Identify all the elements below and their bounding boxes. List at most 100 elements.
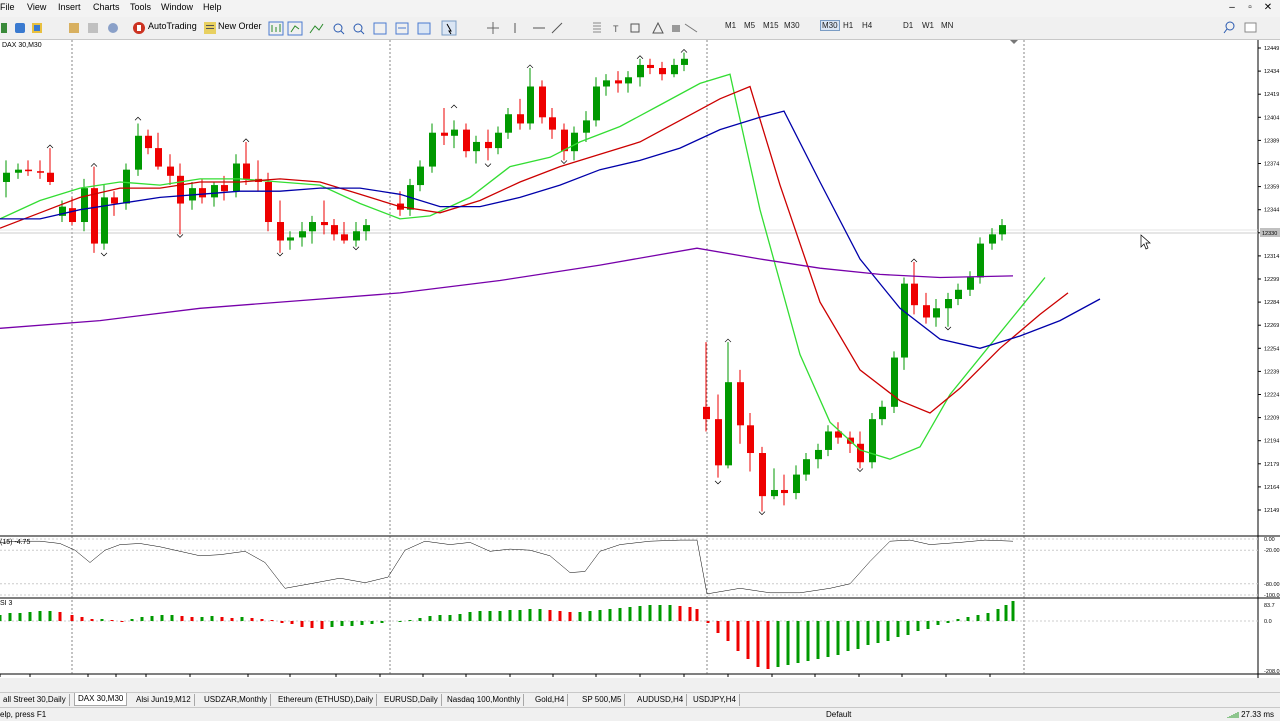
candle-body xyxy=(211,185,218,198)
chart-tab[interactable]: USDJPY,H4 xyxy=(690,694,740,706)
chart-tab[interactable]: Ethereum (ETHUSD),Daily xyxy=(275,694,378,706)
histogram-bar xyxy=(756,621,760,667)
histogram-bar xyxy=(736,621,740,651)
histogram-bar xyxy=(786,621,790,665)
price-chart[interactable]: 12449 12434 12419 12404 12389 12374 12359 12344… xyxy=(0,40,1280,678)
candle-body xyxy=(615,80,622,84)
menu-charts[interactable]: Charts xyxy=(93,2,120,12)
histogram-bar xyxy=(408,620,412,621)
candle-body xyxy=(441,132,448,136)
timeframe-w1[interactable]: W1 xyxy=(922,21,934,30)
candle-body xyxy=(625,77,632,84)
histogram-bar xyxy=(706,621,710,623)
histogram-bar xyxy=(260,619,264,621)
candle-body xyxy=(571,132,578,152)
candle-body xyxy=(659,68,666,75)
fractal-up xyxy=(910,258,918,263)
timeframe-h4[interactable]: H4 xyxy=(862,21,873,30)
fractal-down xyxy=(484,163,492,168)
histogram-bar xyxy=(240,617,244,621)
ind2-level-label: -208.0 xyxy=(1264,669,1280,675)
menu-file[interactable]: File xyxy=(0,2,15,12)
candle-body xyxy=(25,169,32,172)
status-help-text: elp, press F1 xyxy=(0,710,47,719)
status-bar: elp, press F1 Default 27.33 ms xyxy=(0,707,1280,721)
histogram-bar xyxy=(140,617,144,621)
menu-view[interactable]: View xyxy=(27,2,47,12)
y-tick-label: 12344 xyxy=(1264,208,1279,214)
candle-body xyxy=(485,141,492,149)
indicator2-label: SI 3 xyxy=(0,600,13,607)
timeframe-d1[interactable]: D1 xyxy=(903,21,914,30)
new-order-icon[interactable] xyxy=(203,20,217,36)
fractal-up xyxy=(46,144,54,149)
status-traffic: 27.33 ms xyxy=(1227,710,1274,719)
candle-body xyxy=(933,308,940,318)
candle-body xyxy=(737,382,744,426)
chat-icon[interactable] xyxy=(1244,20,1258,36)
histogram-bar xyxy=(926,621,930,629)
edit-tools-icon[interactable] xyxy=(68,20,124,36)
chart-tools-icon[interactable] xyxy=(268,20,458,36)
ma-medium xyxy=(0,85,1069,414)
symbol-label: DAX 30,M30 xyxy=(2,42,42,49)
histogram-bar xyxy=(130,619,134,621)
chart-area[interactable]: 12449 12434 12419 12404 12389 12374 12359 12344… xyxy=(0,40,1280,678)
file-tools-icon[interactable] xyxy=(0,20,64,36)
histogram-bar xyxy=(418,618,422,621)
fractal-down xyxy=(714,480,722,485)
search-icon[interactable] xyxy=(1222,20,1236,36)
candle-body xyxy=(637,64,644,78)
menu-insert[interactable]: Insert xyxy=(58,2,81,12)
histogram-bar xyxy=(250,618,254,621)
histogram-bar xyxy=(170,615,174,621)
candle-body xyxy=(287,237,294,241)
chart-tab[interactable]: Gold,H4 xyxy=(532,694,569,706)
close-icon[interactable]: ✕ xyxy=(1263,2,1273,13)
autotrading-button[interactable]: AutoTrading xyxy=(148,21,197,31)
timeframe-m1[interactable]: M1 xyxy=(725,21,737,30)
histogram-bar xyxy=(766,621,770,669)
traffic-value: 27.33 ms xyxy=(1241,710,1274,719)
histogram-bar xyxy=(886,621,890,641)
histogram-bar xyxy=(180,616,184,621)
histogram-bar xyxy=(300,621,304,627)
histogram-bar xyxy=(468,612,472,621)
histogram-bar xyxy=(746,621,750,659)
restore-icon[interactable]: ▫ xyxy=(1248,2,1252,13)
candle-body xyxy=(681,58,688,65)
histogram-bar xyxy=(618,608,622,621)
histogram-bar xyxy=(866,621,870,645)
histogram-bar xyxy=(906,621,910,635)
chart-tab[interactable]: AUDUSD,H4 xyxy=(634,694,688,706)
timeframe-h1b[interactable]: H1 xyxy=(843,21,854,30)
chart-tab[interactable]: EURUSD,Daily xyxy=(381,694,442,706)
drawing-tools-icon[interactable]: T xyxy=(485,20,713,36)
autotrading-icon[interactable] xyxy=(132,20,146,36)
candle-body xyxy=(277,222,284,241)
timeframe-h1[interactable]: M30 xyxy=(820,20,840,31)
chart-tab[interactable]: all Street 30,Daily xyxy=(0,694,70,706)
y-tick-label: 12224 xyxy=(1264,393,1279,399)
histogram-bar xyxy=(310,621,314,628)
menu-window[interactable]: Window xyxy=(161,2,194,12)
timeframe-m5[interactable]: M5 xyxy=(744,21,756,30)
chart-tab[interactable]: Nasdaq 100,Monthly xyxy=(444,694,525,706)
new-order-button[interactable]: New Order xyxy=(218,21,262,31)
candle-body xyxy=(363,225,370,232)
histogram-bar xyxy=(428,616,432,621)
timeframe-m15[interactable]: M15 xyxy=(763,21,779,30)
histogram-bar xyxy=(578,612,582,621)
chart-tab[interactable]: USDZAR,Monthly xyxy=(201,694,272,706)
chart-tab[interactable]: SP 500,M5 xyxy=(579,694,626,706)
chart-tab[interactable]: DAX 30,M30 xyxy=(74,693,128,706)
timeframe-mn[interactable]: MN xyxy=(941,21,954,30)
histogram-bar xyxy=(270,620,274,621)
menu-help[interactable]: Help xyxy=(203,2,222,12)
menu-tools[interactable]: Tools xyxy=(130,2,152,12)
chart-tab[interactable]: Alsi Jun19,M12 xyxy=(133,694,195,706)
minimize-icon[interactable]: – xyxy=(1229,2,1235,13)
candle-body xyxy=(857,443,864,463)
candle-body xyxy=(593,86,600,121)
timeframe-m30[interactable]: M30 xyxy=(784,21,800,30)
